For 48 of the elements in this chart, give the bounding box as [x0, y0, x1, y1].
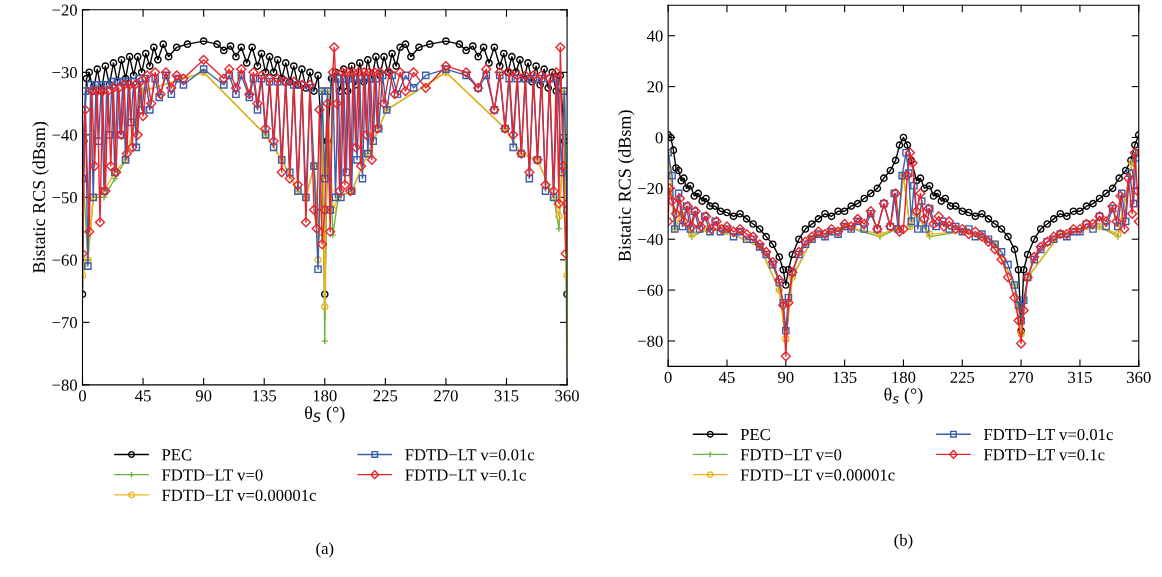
legend-label: FDTD−LT v=0.1c: [405, 469, 526, 481]
y-tick-label: −60: [638, 284, 663, 297]
y-tick-label: −30: [52, 67, 78, 79]
y-tick-label: 0: [655, 132, 663, 144]
x-tick-label: 45: [135, 390, 151, 402]
legend-label: FDTD−LT v=0.00001c: [740, 469, 895, 481]
y-tick-label: 20: [647, 81, 663, 93]
y-axis-title: Bistatic RCS (dBsm): [618, 110, 635, 262]
legend-label: PEC: [162, 449, 192, 461]
x-tick-label: 135: [833, 371, 857, 383]
x-tick-label: 180: [892, 371, 916, 383]
x-tick-label: 90: [195, 390, 212, 402]
y-tick-label: 40: [646, 30, 663, 42]
x-tick-label: 180: [313, 390, 337, 402]
x-tick-label: 135: [253, 390, 277, 402]
y-tick-label: −40: [638, 233, 663, 246]
y-tick-label: −40: [52, 129, 78, 141]
legend-label: FDTD−LT v=0.01c: [405, 449, 535, 461]
y-tick-label: −20: [52, 4, 78, 16]
x-tick-label: 270: [1009, 371, 1033, 383]
x-tick-label: 45: [718, 371, 735, 383]
y-tick-label: −80: [52, 379, 78, 391]
y-tick-label: −60: [52, 254, 78, 266]
x-tick-label: 225: [950, 371, 975, 383]
x-tick-label: 315: [494, 390, 519, 402]
legend-label: PEC: [740, 428, 770, 441]
text: (a): [316, 542, 334, 558]
x-tick-label: 270: [434, 390, 458, 402]
legend-label: FDTD−LT v=0.1c: [983, 449, 1105, 461]
x-tick-label: 225: [373, 390, 398, 402]
legend-label: FDTD−LT v=0: [162, 469, 263, 481]
y-tick-label: −70: [52, 317, 78, 329]
legend-label: FDTD−LT v=0: [740, 449, 842, 461]
legend-label: FDTD−LT v=0.00001c: [162, 489, 316, 501]
x-tick-label: 360: [555, 390, 579, 402]
x-tick-label: 90: [778, 371, 794, 383]
x-tick-label: 0: [78, 390, 87, 402]
x-axis-title: θ$_{s}$ (°): [884, 387, 923, 405]
x-tick-label: 360: [1127, 371, 1151, 383]
y-tick-label: −50: [52, 192, 78, 204]
legend-label: FDTD−LT v=0.01c: [983, 428, 1113, 441]
text: (b): [894, 534, 913, 550]
y-axis-title: Bistatic RCS (dBsm): [32, 121, 49, 274]
x-tick-label: 315: [1068, 371, 1092, 383]
x-tick-label: 0: [664, 371, 672, 383]
y-tick-label: −80: [638, 335, 663, 347]
x-axis-title: θ$_{S}$ (°): [305, 406, 345, 423]
y-tick-label: −20: [638, 183, 663, 195]
